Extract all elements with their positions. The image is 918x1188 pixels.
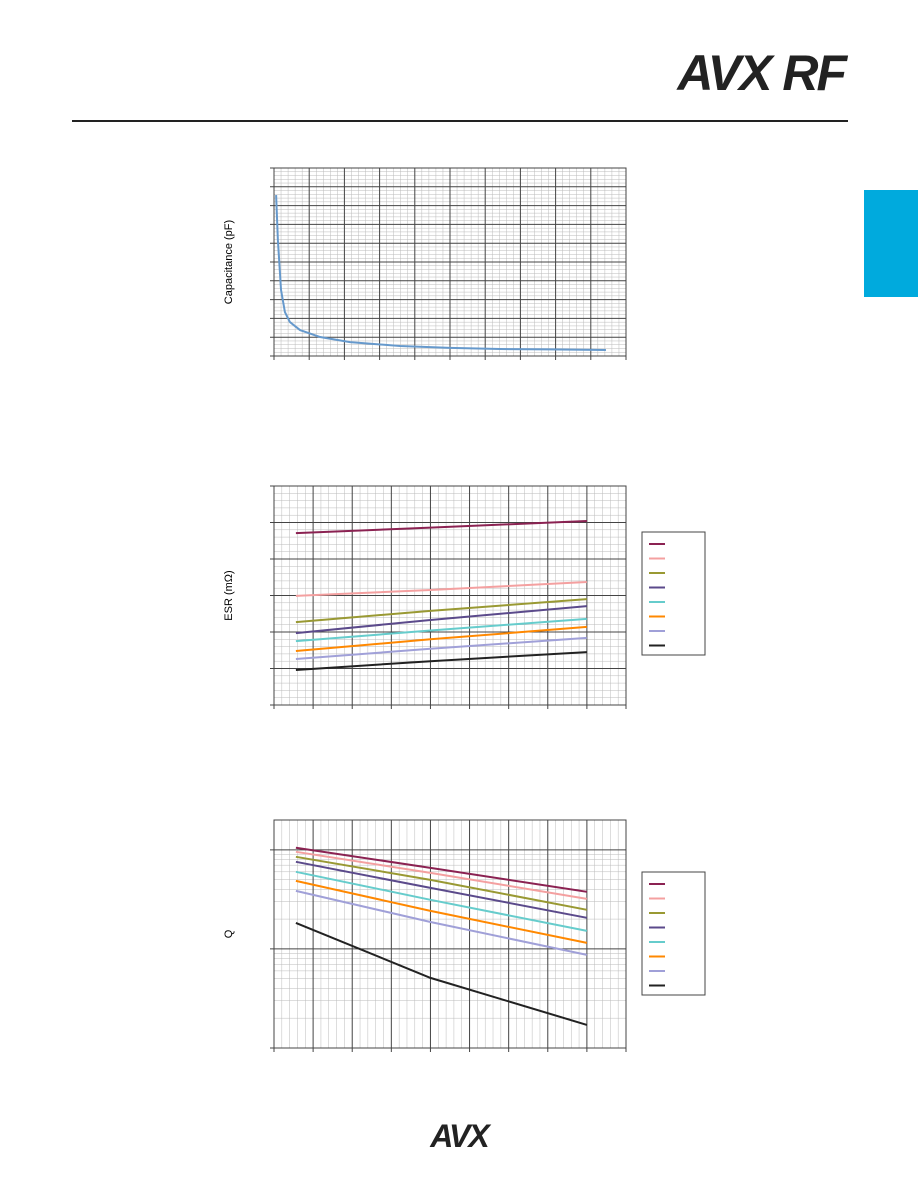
data-line xyxy=(295,598,587,624)
data-line xyxy=(295,850,588,900)
plot-frame xyxy=(273,819,627,1049)
data-line xyxy=(295,636,587,661)
data-line xyxy=(295,879,588,944)
header-logo: AVX RF xyxy=(675,45,848,101)
data-line xyxy=(295,617,587,643)
data-line xyxy=(295,889,588,956)
y-axis-label: Capacitance (pF) xyxy=(223,220,235,304)
data-line xyxy=(295,860,588,919)
data-line xyxy=(295,625,587,652)
plot-frame xyxy=(273,485,627,706)
legend xyxy=(641,531,706,656)
data-line xyxy=(295,870,588,932)
data-line xyxy=(295,921,588,1026)
data-line xyxy=(295,520,587,535)
y-axis-label: ESR (mΩ) xyxy=(223,570,235,620)
data-line xyxy=(295,651,587,671)
legend xyxy=(641,871,706,996)
footer-logo: AVX xyxy=(429,1118,491,1154)
y-axis-label: Q xyxy=(223,929,235,938)
data-line xyxy=(295,846,588,893)
section-tab xyxy=(864,190,918,297)
data-line xyxy=(275,195,606,351)
plot-frame xyxy=(273,167,627,357)
data-line xyxy=(295,605,587,635)
data-line xyxy=(295,580,587,597)
data-line xyxy=(295,855,588,911)
